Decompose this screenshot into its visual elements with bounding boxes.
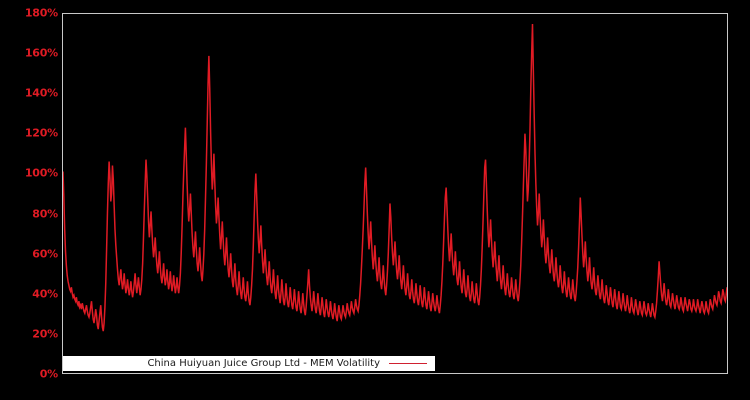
y-tick-label: 20% — [32, 327, 58, 341]
y-axis: 180% 160% 140% 120% 100% 80% 60% 40% 20% 0% — [0, 0, 58, 400]
y-tick-label: 40% — [32, 287, 58, 301]
y-tick-label: 80% — [32, 207, 58, 221]
plot-frame — [62, 13, 728, 374]
y-tick-label: 0% — [39, 367, 58, 381]
y-tick-label: 120% — [24, 126, 58, 140]
chart-legend: China Huiyuan Juice Group Ltd - MEM Vola… — [63, 356, 435, 371]
y-tick-label: 160% — [24, 46, 58, 60]
legend-line-swatch — [389, 363, 427, 364]
series-line-mem-volatility — [63, 14, 727, 373]
legend-label-mem-volatility: China Huiyuan Juice Group Ltd - MEM Vola… — [147, 357, 380, 369]
y-tick-label: 180% — [24, 6, 58, 20]
plot-surface — [63, 14, 727, 373]
y-tick-label: 100% — [24, 166, 58, 180]
y-tick-label: 140% — [24, 86, 58, 100]
y-tick-label: 60% — [32, 247, 58, 261]
